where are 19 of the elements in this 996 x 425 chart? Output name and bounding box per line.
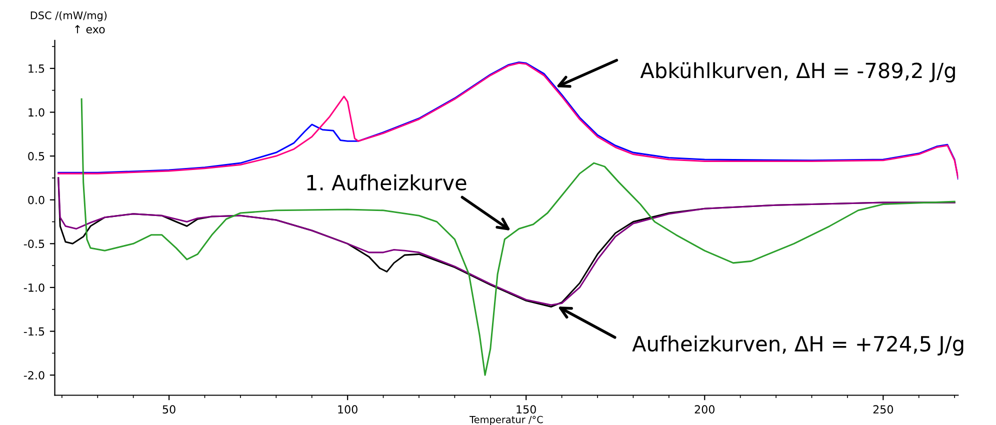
y-tick-label: 1.0 [28, 108, 44, 117]
y-tick-label: -2.0 [24, 371, 44, 380]
y-tick-label: -1.0 [24, 283, 44, 292]
y-tick-label: 1.5 [28, 64, 44, 73]
y-tick-label: -0.5 [24, 240, 44, 248]
x-tick-label: 50 [162, 405, 176, 414]
y-tick-label: 0.5 [28, 152, 44, 160]
y-axis-title: DSC /(mW/mg) [30, 11, 107, 22]
x-tick-label: 250 [873, 405, 894, 414]
text: ↑ exo [75, 25, 105, 34]
x-axis-title: Temperatur /°C [470, 416, 543, 425]
annotation: Aufheizkurven, ΔH = +724,5 J/g [632, 335, 964, 356]
y-tick-label: 0.0 [28, 196, 44, 204]
annotation: 1. Aufheizkurve [307, 174, 466, 190]
annotation: Abkühlkurven, ΔH = -789,2 J/g [640, 62, 955, 82]
x-tick-label: 150 [516, 405, 536, 414]
y-tick-label: -1.5 [24, 327, 44, 336]
x-tick-label: 100 [338, 405, 358, 414]
x-tick-label: 200 [694, 405, 714, 414]
